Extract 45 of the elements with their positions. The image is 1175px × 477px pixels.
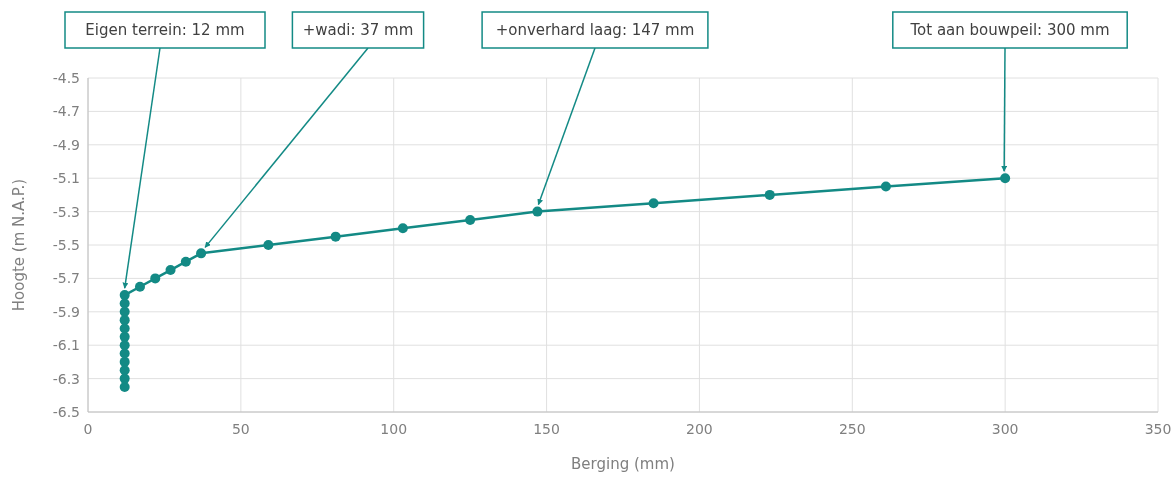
point <box>880 181 891 192</box>
y-axis-title: Hoogte (m N.A.P.) <box>10 178 28 312</box>
point <box>1000 173 1011 184</box>
point <box>165 265 176 276</box>
point <box>119 356 130 367</box>
x-tick-label: 150 <box>533 421 560 437</box>
annotation: Tot aan bouwpeil: 300 mm <box>909 21 1110 40</box>
point <box>180 256 191 267</box>
point <box>134 281 145 292</box>
x-tick-label: 350 <box>1144 421 1172 437</box>
y-tick-label: -4.5 <box>52 69 80 86</box>
y-tick-label: -5.1 <box>52 170 80 187</box>
point <box>196 248 207 259</box>
y-tick-label: -6.5 <box>52 403 80 420</box>
y-tick-label: -5.9 <box>52 303 80 320</box>
y-tick-label: -4.9 <box>52 136 80 153</box>
y-tick-label: -5.3 <box>52 203 80 220</box>
y-tick-label: -6.1 <box>52 337 80 354</box>
point <box>263 240 274 250</box>
point <box>119 290 130 301</box>
y-tick-label: -6.3 <box>52 370 80 387</box>
annotation: Eigen terrein: 12 mm <box>85 21 245 40</box>
point <box>465 214 476 225</box>
x-tick-label: 50 <box>231 421 250 437</box>
x-tick-label: 200 <box>686 421 713 437</box>
x-tick-label: 0 <box>83 421 93 437</box>
point <box>150 273 161 284</box>
x-tick-label: 300 <box>991 421 1019 437</box>
x-tick-label: 250 <box>838 421 866 437</box>
annotation: +wadi: 37 mm <box>302 21 414 40</box>
point <box>119 340 130 351</box>
y-tick-label: -5.5 <box>52 236 80 253</box>
point <box>119 306 130 317</box>
point <box>397 223 408 234</box>
x-axis-title: Berging (mm) <box>571 455 675 473</box>
x-tick-label: 100 <box>380 421 408 437</box>
point <box>330 231 341 242</box>
point <box>532 206 543 217</box>
point <box>119 315 130 326</box>
y-tick-label: -5.7 <box>52 270 80 287</box>
point <box>764 189 775 200</box>
annotation: +onverhard laag: 147 mm <box>495 21 695 40</box>
y-tick-label: -4.7 <box>52 103 80 120</box>
point <box>119 331 130 342</box>
point <box>648 198 659 209</box>
